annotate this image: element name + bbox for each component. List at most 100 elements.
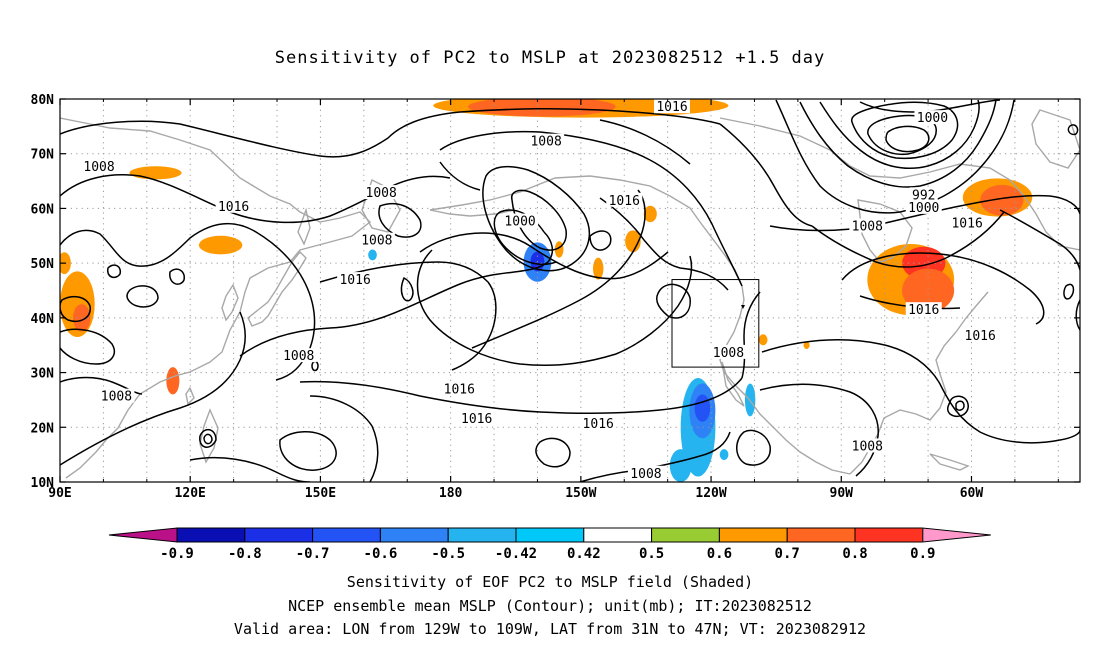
contour-label: 1000 [917,111,948,126]
contour-label-bg [363,185,400,200]
contour-label: 1016 [461,412,492,427]
contour-line [946,395,969,418]
contour-label: 1016 [609,194,640,209]
contour-label-bg [962,327,999,342]
contour-label: 1008 [366,186,397,201]
contour-line [999,209,1080,271]
contour-line [811,211,1005,268]
contour-label-bg [98,388,135,403]
contour-line [1063,283,1075,300]
coastline-na-west [719,285,851,475]
contour-line [589,230,612,251]
valid-area-box [671,279,760,368]
colorbar-segment [786,527,856,543]
colorbar-label: -0.42 [495,546,537,562]
contour-label: 1008 [83,160,114,175]
colorbar-label: 0.7 [775,546,800,562]
valid-area-marker [741,305,745,309]
contour-label: 1000 [908,201,939,216]
contour-line [649,159,743,287]
colorbar-label: 0.5 [639,546,664,562]
contour-line [759,383,879,477]
contour-label-bg [909,187,938,202]
colorbar-segment [854,527,924,543]
colorbar-label: -0.5 [431,546,465,562]
contour-label: 1016 [965,329,996,344]
colorbar-label: 0.8 [842,546,867,562]
mslp-contours [60,99,1080,482]
contour-label-bg [849,218,886,233]
contour-line [275,273,316,381]
lon-label: 120E [175,486,206,501]
contour-label-bg [528,133,565,148]
contour-label: 1016 [951,217,982,232]
contour-line [1067,124,1079,136]
lon-label: 180 [439,486,463,501]
negative-sensitivity-area [719,449,729,461]
contour-line [655,283,691,319]
colorbar-high-end [922,527,991,543]
coastline-sakhalin [297,207,311,246]
coastline-canada-arctic [719,117,1080,251]
contour-line [459,107,721,125]
lat-label: 70N [31,148,55,163]
contour-label: 1008 [361,234,392,249]
positive-sensitivity-area [129,166,182,180]
chart-title: Sensitivity of PC2 to MSLP at 2023082512… [274,48,826,68]
contour-label: 1016 [583,417,614,432]
contour-label: 1016 [444,383,475,398]
lon-label: 120W [695,486,726,501]
caption-line-2: NCEP ensemble mean MSLP (Contour); unit(… [288,597,812,615]
contour-line [599,119,691,165]
contour-line [1075,299,1080,331]
contour-label-bg [710,344,747,359]
lon-label: 90E [48,486,71,501]
contour-line [955,400,965,411]
coastline-philippines [199,408,219,464]
contour-label-bg [914,110,951,125]
lon-label: 150E [305,486,336,501]
contour-line [769,194,1080,232]
contour-label-bg [849,438,886,453]
contour-label: 1000 [504,215,535,230]
colorbar-label: 0.9 [910,546,935,562]
contour-label-bg [606,192,643,207]
contour-line [391,175,451,187]
colorbar: -0.9 -0.8 -0.7 -0.6 -0.5 -0.42 0.42 0.5 0.6 0.7 0.… [108,527,993,562]
contour-label-bg [458,411,495,426]
colorbar-label: -0.8 [228,546,262,562]
colorbar-segment [515,527,585,543]
positive-sensitivity-area [803,341,810,350]
contour-line [510,189,567,251]
contour-line [60,111,461,158]
lon-label: 90W [830,486,854,501]
lon-label: 150W [565,486,596,501]
contour-line [199,428,217,448]
colorbar-segment [651,527,720,543]
contour-label: 1008 [530,135,561,150]
contour-label-bg [627,465,664,480]
contour-label: 1016 [218,200,249,215]
colorbar-segment [583,527,653,543]
lat-label: 20N [31,421,55,436]
contour-label: 1008 [101,390,132,405]
contour-label: 1016 [656,100,687,115]
coastline-japan [247,250,307,327]
contour-label-bg [280,348,317,363]
contour-label-bg [337,272,374,287]
contour-label-bg [949,215,986,230]
contour-label-bg [441,381,478,396]
positive-sensitivity-area [198,235,243,255]
map-frame [59,98,1081,483]
contour-line [419,232,669,280]
contour-label-bg [654,99,690,114]
colorbar-segment [176,527,246,543]
colorbar-label: -0.7 [296,546,330,562]
colorbar-segment [244,527,314,543]
contour-label: 1008 [713,346,744,361]
contour-line [615,255,693,355]
contour-line [203,433,213,445]
contour-line [60,222,301,275]
